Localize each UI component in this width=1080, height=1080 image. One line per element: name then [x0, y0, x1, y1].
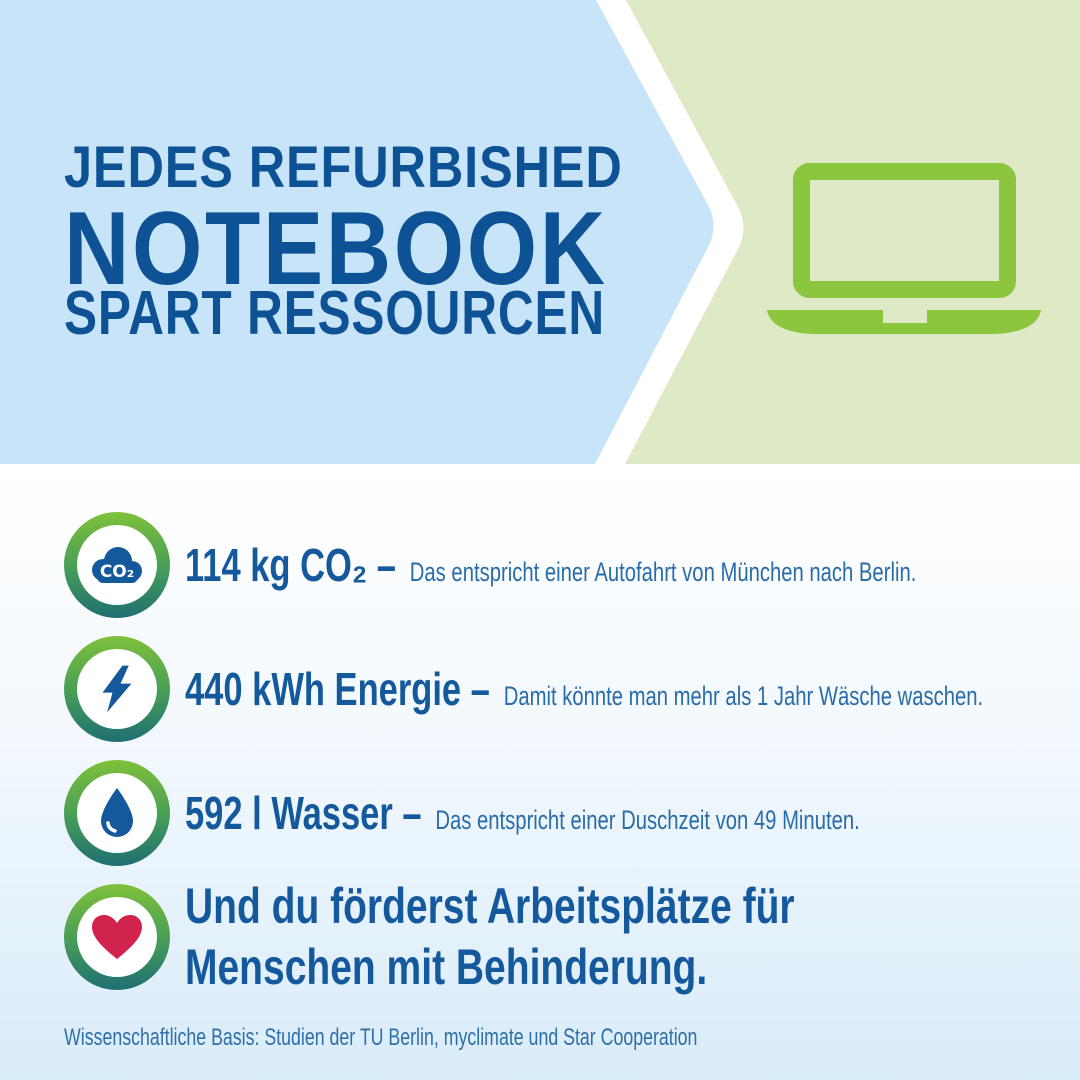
co2-icon-label: CO₂: [100, 562, 134, 582]
benefit-description-energie: Damit könnte man mehr als 1 Jahr Wäsche …: [503, 681, 984, 711]
lightning-bolt-icon: [102, 665, 132, 713]
benefit-value-arbeitsplaetze-line1: Und du förderst Arbeitsplätze für: [185, 878, 795, 934]
headline-line-2: NOTEBOOK: [64, 191, 608, 307]
headline-line-3: SPART RESSOURCEN: [64, 279, 606, 348]
benefit-description-wasser: Das entspricht einer Duschzeit von 49 Mi…: [435, 805, 860, 835]
benefit-row-arbeitsplaetze: Und du förderst Arbeitsplätze für Mensch…: [64, 878, 967, 995]
benefit-row-energie: 440 kWh Energie – Damit könnte man mehr …: [64, 636, 1080, 742]
benefit-description-co2: Das entspricht einer Autofahrt von Münch…: [409, 557, 917, 587]
benefit-value-co2: 114 kg CO₂ –: [185, 539, 396, 591]
benefit-row-wasser: 592 l Wasser – Das entspricht einer Dusc…: [64, 760, 1080, 866]
headline-line-1: JEDES REFURBISHED: [64, 135, 623, 200]
source-note: Wissenschaftliche Basis: Studien der TU …: [64, 1024, 698, 1051]
co2-cloud-icon: CO₂: [92, 547, 142, 583]
banner-blue-arrow: [0, 0, 714, 464]
gradient-ring: [64, 884, 170, 990]
laptop-icon: [767, 163, 1041, 334]
benefits-section: [0, 464, 1080, 1080]
heart-icon: [92, 915, 142, 959]
banner: JEDES REFURBISHED NOTEBOOK SPART RESSOUR…: [0, 0, 1080, 464]
benefit-value-wasser: 592 l Wasser –: [185, 787, 422, 839]
banner-shapes: [0, 0, 1080, 464]
benefit-value-arbeitsplaetze-line2: Menschen mit Behinderung.: [185, 939, 708, 995]
benefit-value-energie: 440 kWh Energie –: [185, 663, 490, 715]
water-drop-icon: [101, 788, 133, 837]
gradient-ring: CO₂: [64, 512, 170, 618]
gradient-ring: [64, 760, 170, 866]
benefit-row-co2: CO₂ 114 kg CO₂ – Das entspricht einer Au…: [64, 512, 1080, 618]
gradient-ring: [64, 636, 170, 742]
